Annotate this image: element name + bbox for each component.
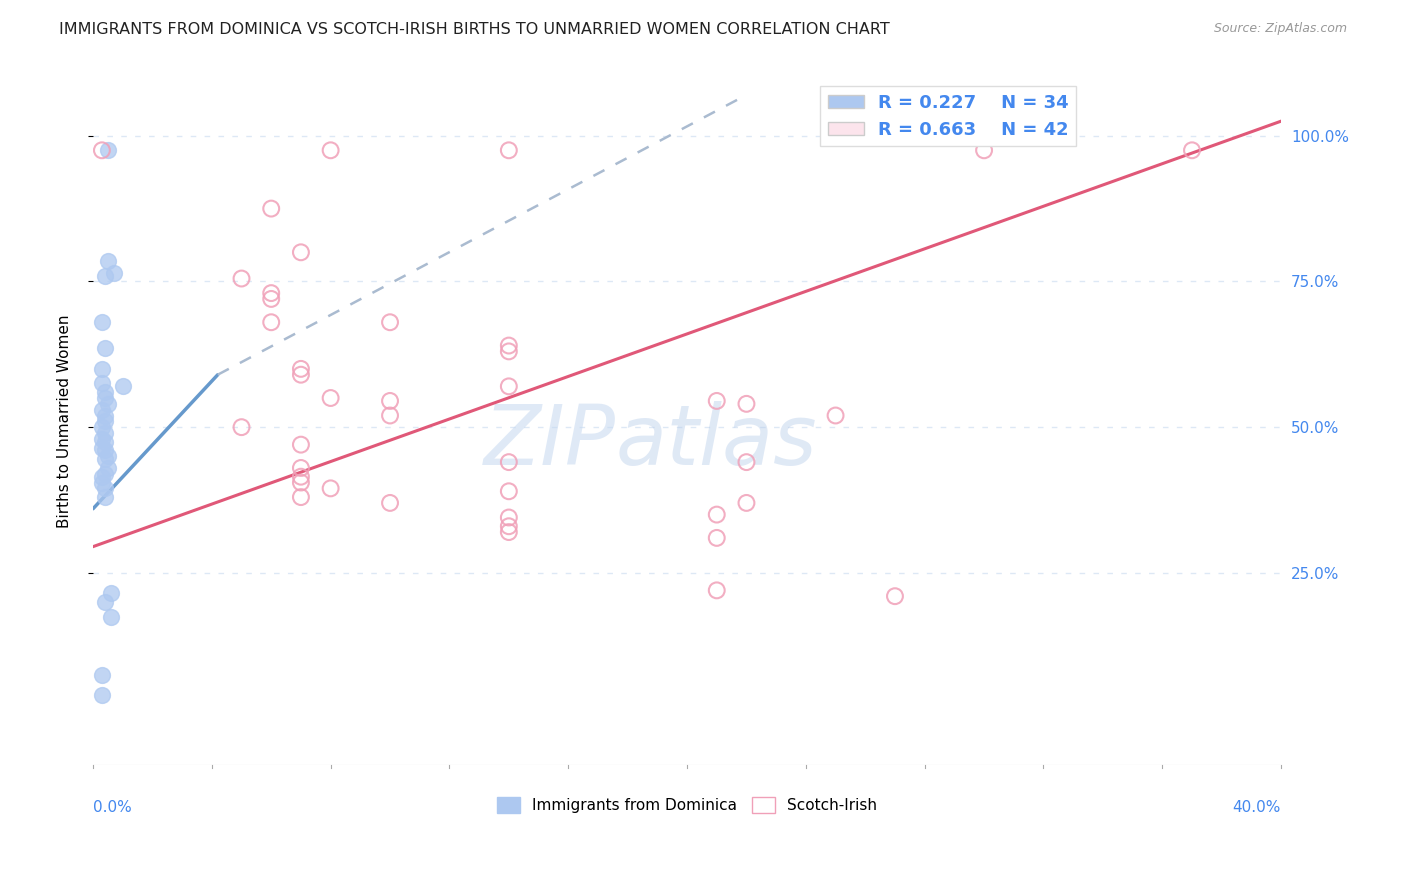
Point xyxy=(94,481,117,495)
Point xyxy=(319,481,342,495)
Point xyxy=(94,434,117,449)
Point xyxy=(498,484,520,499)
Point xyxy=(111,379,134,393)
Point xyxy=(90,420,112,434)
Text: 40.0%: 40.0% xyxy=(1233,799,1281,814)
Text: Source: ZipAtlas.com: Source: ZipAtlas.com xyxy=(1213,22,1347,36)
Point xyxy=(94,595,117,609)
Point xyxy=(94,452,117,467)
Point xyxy=(94,425,117,440)
Point xyxy=(94,342,117,356)
Point xyxy=(90,688,112,702)
Point xyxy=(290,437,312,451)
Point xyxy=(498,143,520,157)
Point xyxy=(498,510,520,524)
Point xyxy=(90,315,112,329)
Y-axis label: Births to Unmarried Women: Births to Unmarried Women xyxy=(58,315,72,528)
Point xyxy=(90,362,112,376)
Point xyxy=(97,450,120,464)
Point xyxy=(498,344,520,359)
Text: atlas: atlas xyxy=(616,401,817,483)
Point xyxy=(90,469,112,483)
Point xyxy=(378,393,401,408)
Point xyxy=(884,589,907,603)
Text: IMMIGRANTS FROM DOMINICA VS SCOTCH-IRISH BIRTHS TO UNMARRIED WOMEN CORRELATION C: IMMIGRANTS FROM DOMINICA VS SCOTCH-IRISH… xyxy=(59,22,890,37)
Point xyxy=(100,586,122,600)
Point xyxy=(103,266,125,280)
Point xyxy=(498,338,520,352)
Point xyxy=(319,391,342,405)
Point xyxy=(498,524,520,539)
Point xyxy=(1181,143,1204,157)
Point xyxy=(290,469,312,483)
Point xyxy=(90,441,112,455)
Point xyxy=(498,455,520,469)
Point xyxy=(706,531,728,545)
Point xyxy=(94,268,117,283)
Point xyxy=(735,455,758,469)
Point xyxy=(90,668,112,682)
Point xyxy=(735,496,758,510)
Point xyxy=(97,397,120,411)
Point xyxy=(498,379,520,393)
Point xyxy=(90,143,112,157)
Point xyxy=(94,443,117,458)
Point xyxy=(378,315,401,329)
Point xyxy=(824,409,846,423)
Point xyxy=(94,414,117,428)
Point xyxy=(90,402,112,417)
Point xyxy=(260,202,283,216)
Point xyxy=(706,393,728,408)
Point xyxy=(90,376,112,391)
Point xyxy=(378,496,401,510)
Point xyxy=(973,143,995,157)
Point xyxy=(231,271,253,285)
Point xyxy=(97,254,120,268)
Point xyxy=(90,432,112,446)
Point xyxy=(94,409,117,423)
Point xyxy=(290,461,312,475)
Legend: R = 0.227    N = 34, R = 0.663    N = 42: R = 0.227 N = 34, R = 0.663 N = 42 xyxy=(821,87,1076,146)
Point xyxy=(94,490,117,504)
Point xyxy=(290,368,312,382)
Point xyxy=(290,490,312,504)
Point xyxy=(97,461,120,475)
Point xyxy=(97,143,120,157)
Point xyxy=(260,286,283,301)
Text: ZIP: ZIP xyxy=(484,401,616,483)
Point xyxy=(290,245,312,260)
Point xyxy=(735,397,758,411)
Point xyxy=(94,391,117,405)
Point xyxy=(94,467,117,481)
Point xyxy=(498,519,520,533)
Point xyxy=(231,420,253,434)
Point xyxy=(94,385,117,400)
Point xyxy=(378,409,401,423)
Text: 0.0%: 0.0% xyxy=(93,799,132,814)
Point xyxy=(290,362,312,376)
Point xyxy=(706,508,728,522)
Point xyxy=(290,475,312,490)
Point xyxy=(90,475,112,490)
Point xyxy=(260,292,283,306)
Point xyxy=(260,315,283,329)
Point xyxy=(706,583,728,598)
Point xyxy=(100,609,122,624)
Point xyxy=(319,143,342,157)
